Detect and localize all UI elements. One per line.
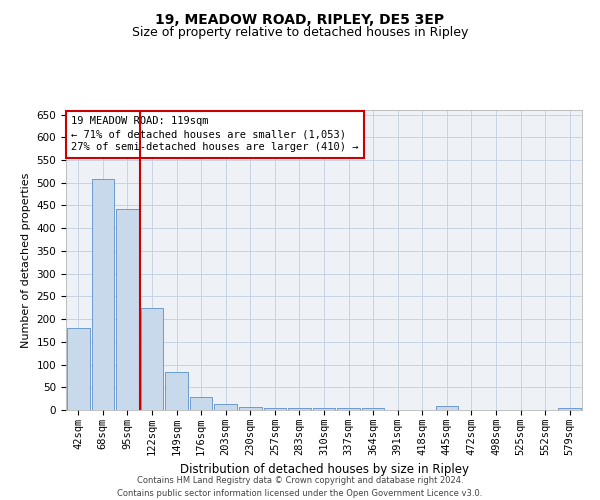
Bar: [313, 408, 335, 410]
Bar: [337, 408, 360, 410]
Bar: [214, 404, 237, 410]
Bar: [239, 407, 262, 410]
Bar: [116, 208, 139, 410]
Y-axis label: Number of detached properties: Number of detached properties: [21, 172, 31, 348]
Bar: [190, 398, 212, 410]
Bar: [436, 406, 458, 410]
Bar: [288, 408, 311, 410]
Bar: [140, 308, 163, 410]
Text: Contains HM Land Registry data © Crown copyright and database right 2024.
Contai: Contains HM Land Registry data © Crown c…: [118, 476, 482, 498]
Bar: [67, 328, 89, 410]
Bar: [559, 408, 581, 410]
Text: Size of property relative to detached houses in Ripley: Size of property relative to detached ho…: [132, 26, 468, 39]
Text: 19 MEADOW ROAD: 119sqm
← 71% of detached houses are smaller (1,053)
27% of semi-: 19 MEADOW ROAD: 119sqm ← 71% of detached…: [71, 116, 359, 152]
Bar: [362, 408, 385, 410]
X-axis label: Distribution of detached houses by size in Ripley: Distribution of detached houses by size …: [179, 464, 469, 476]
Bar: [165, 372, 188, 410]
Bar: [263, 408, 286, 410]
Text: 19, MEADOW ROAD, RIPLEY, DE5 3EP: 19, MEADOW ROAD, RIPLEY, DE5 3EP: [155, 12, 445, 26]
Bar: [92, 179, 114, 410]
